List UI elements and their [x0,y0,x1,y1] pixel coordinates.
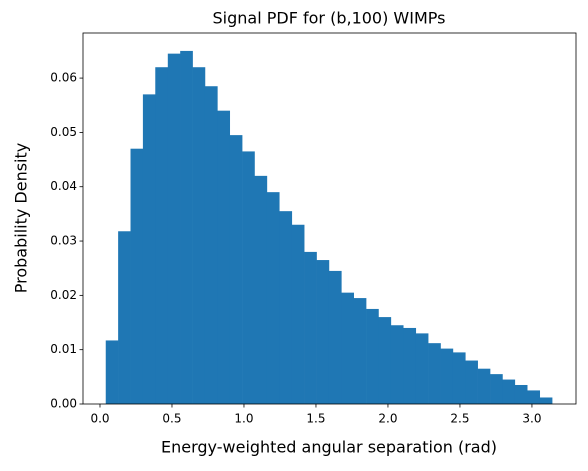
bar [390,325,404,404]
bar [403,327,417,404]
bar [328,270,342,404]
bar [130,148,144,404]
bar [428,343,441,404]
bar [204,86,218,405]
y-axis-label: Probability Density [12,143,31,294]
bar [279,211,293,404]
x-tick-label: 1.5 [306,412,325,426]
x-tick-label: 2.0 [378,412,397,426]
bar [316,260,330,404]
bar [266,192,280,404]
bar [366,308,379,404]
bar [490,374,503,404]
y-tick-label: 0.04 [50,179,77,193]
y-tick-label: 0.00 [50,397,77,411]
x-tick-label: 1.0 [234,412,253,426]
y-tick-label: 0.05 [50,125,77,139]
y-tick-label: 0.02 [50,288,77,302]
bar [180,50,193,405]
bar [527,390,541,404]
x-tick-label: 3.0 [522,412,541,426]
bar [539,397,553,404]
bar [142,94,156,404]
bar [502,379,516,404]
x-tick-label: 0.5 [162,412,181,426]
bar [477,368,491,404]
bar [242,151,255,404]
y-tick-label: 0.03 [50,234,77,248]
y-tick-label: 0.01 [50,342,77,356]
bar [378,317,392,404]
bar [415,333,429,404]
bar [304,251,317,404]
bar [155,67,169,405]
x-axis-label: Energy-weighted angular separation (rad) [161,438,497,457]
bar [105,340,119,404]
bar [452,352,466,404]
bar [341,292,354,404]
bar [192,67,206,405]
bar [167,53,181,404]
bar [254,175,268,404]
bar [291,224,305,404]
y-tick-label: 0.06 [50,71,77,85]
bar [118,231,131,404]
x-tick-label: 2.5 [450,412,469,426]
bar [440,348,454,404]
chart-title: Signal PDF for (b,100) WIMPs [213,9,446,28]
plot-frame [82,32,577,405]
bar [353,298,367,404]
bar [465,360,478,404]
bar [217,110,231,405]
x-tick-label: 0.0 [90,412,109,426]
bar [514,384,528,404]
bar [229,135,243,404]
